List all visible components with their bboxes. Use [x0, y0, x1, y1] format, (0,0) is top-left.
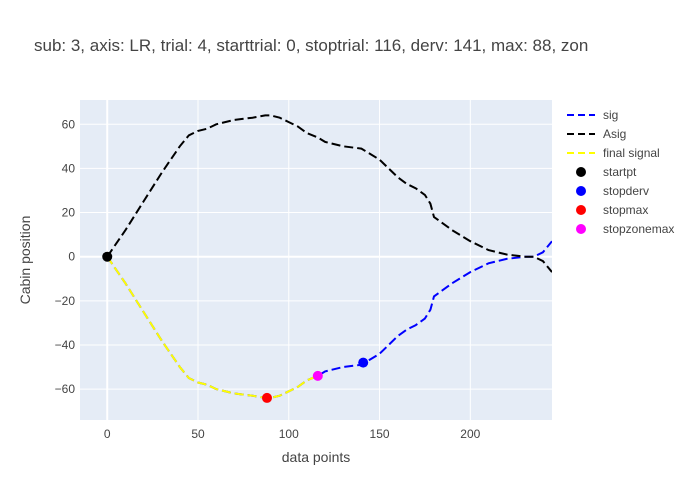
x-tick-label: 0 [104, 427, 111, 441]
legend-label-stopderv: stopderv [603, 184, 649, 198]
series-final-signal-line [106, 256, 319, 399]
legend-label-stopzonemax: stopzonemax [603, 222, 674, 236]
y-tick-label: 40 [62, 161, 76, 175]
x-tick-labels: 0 50 100 150 200 [104, 427, 481, 441]
legend: sig Asig final signal startpt stopderv stopma… [567, 108, 674, 236]
y-axis-title: Cabin position [17, 216, 33, 305]
series-markers [102, 251, 369, 403]
legend-swatch-stopmax [576, 205, 586, 215]
y-tick-label: 60 [62, 117, 76, 131]
x-tick-label: 150 [370, 427, 390, 441]
legend-swatch-stopderv [576, 186, 586, 196]
y-tick-label: −20 [55, 294, 76, 308]
point-startpt [102, 251, 113, 262]
x-tick-label: 100 [279, 427, 299, 441]
legend-label-stopmax: stopmax [603, 203, 648, 217]
legend-swatch-startpt [576, 167, 586, 177]
legend-label-sig: sig [603, 108, 618, 122]
y-tick-labels: −60 −40 −20 0 20 40 60 [55, 117, 76, 396]
legend-label-asig: Asig [603, 127, 626, 141]
point-stopzonemax [312, 370, 323, 381]
gridlines [80, 100, 552, 420]
legend-label-startpt: startpt [603, 165, 637, 179]
x-axis-title: data points [282, 449, 351, 465]
legend-swatch-stopzonemax [576, 224, 586, 234]
x-tick-label: 50 [191, 427, 205, 441]
y-tick-label: −40 [55, 338, 76, 352]
x-tick-label: 200 [460, 427, 480, 441]
series-asig-line [106, 114, 552, 273]
legend-label-final-signal: final signal [603, 146, 660, 160]
point-stopmax [261, 392, 272, 403]
point-stopderv [358, 357, 369, 368]
series-lines [106, 114, 552, 399]
y-tick-label: −60 [55, 382, 76, 396]
chart-title: sub: 3, axis: LR, trial: 4, starttrial: … [34, 36, 588, 55]
y-tick-label: 0 [68, 250, 75, 264]
y-tick-label: 20 [62, 206, 76, 220]
plot-background [80, 100, 552, 420]
